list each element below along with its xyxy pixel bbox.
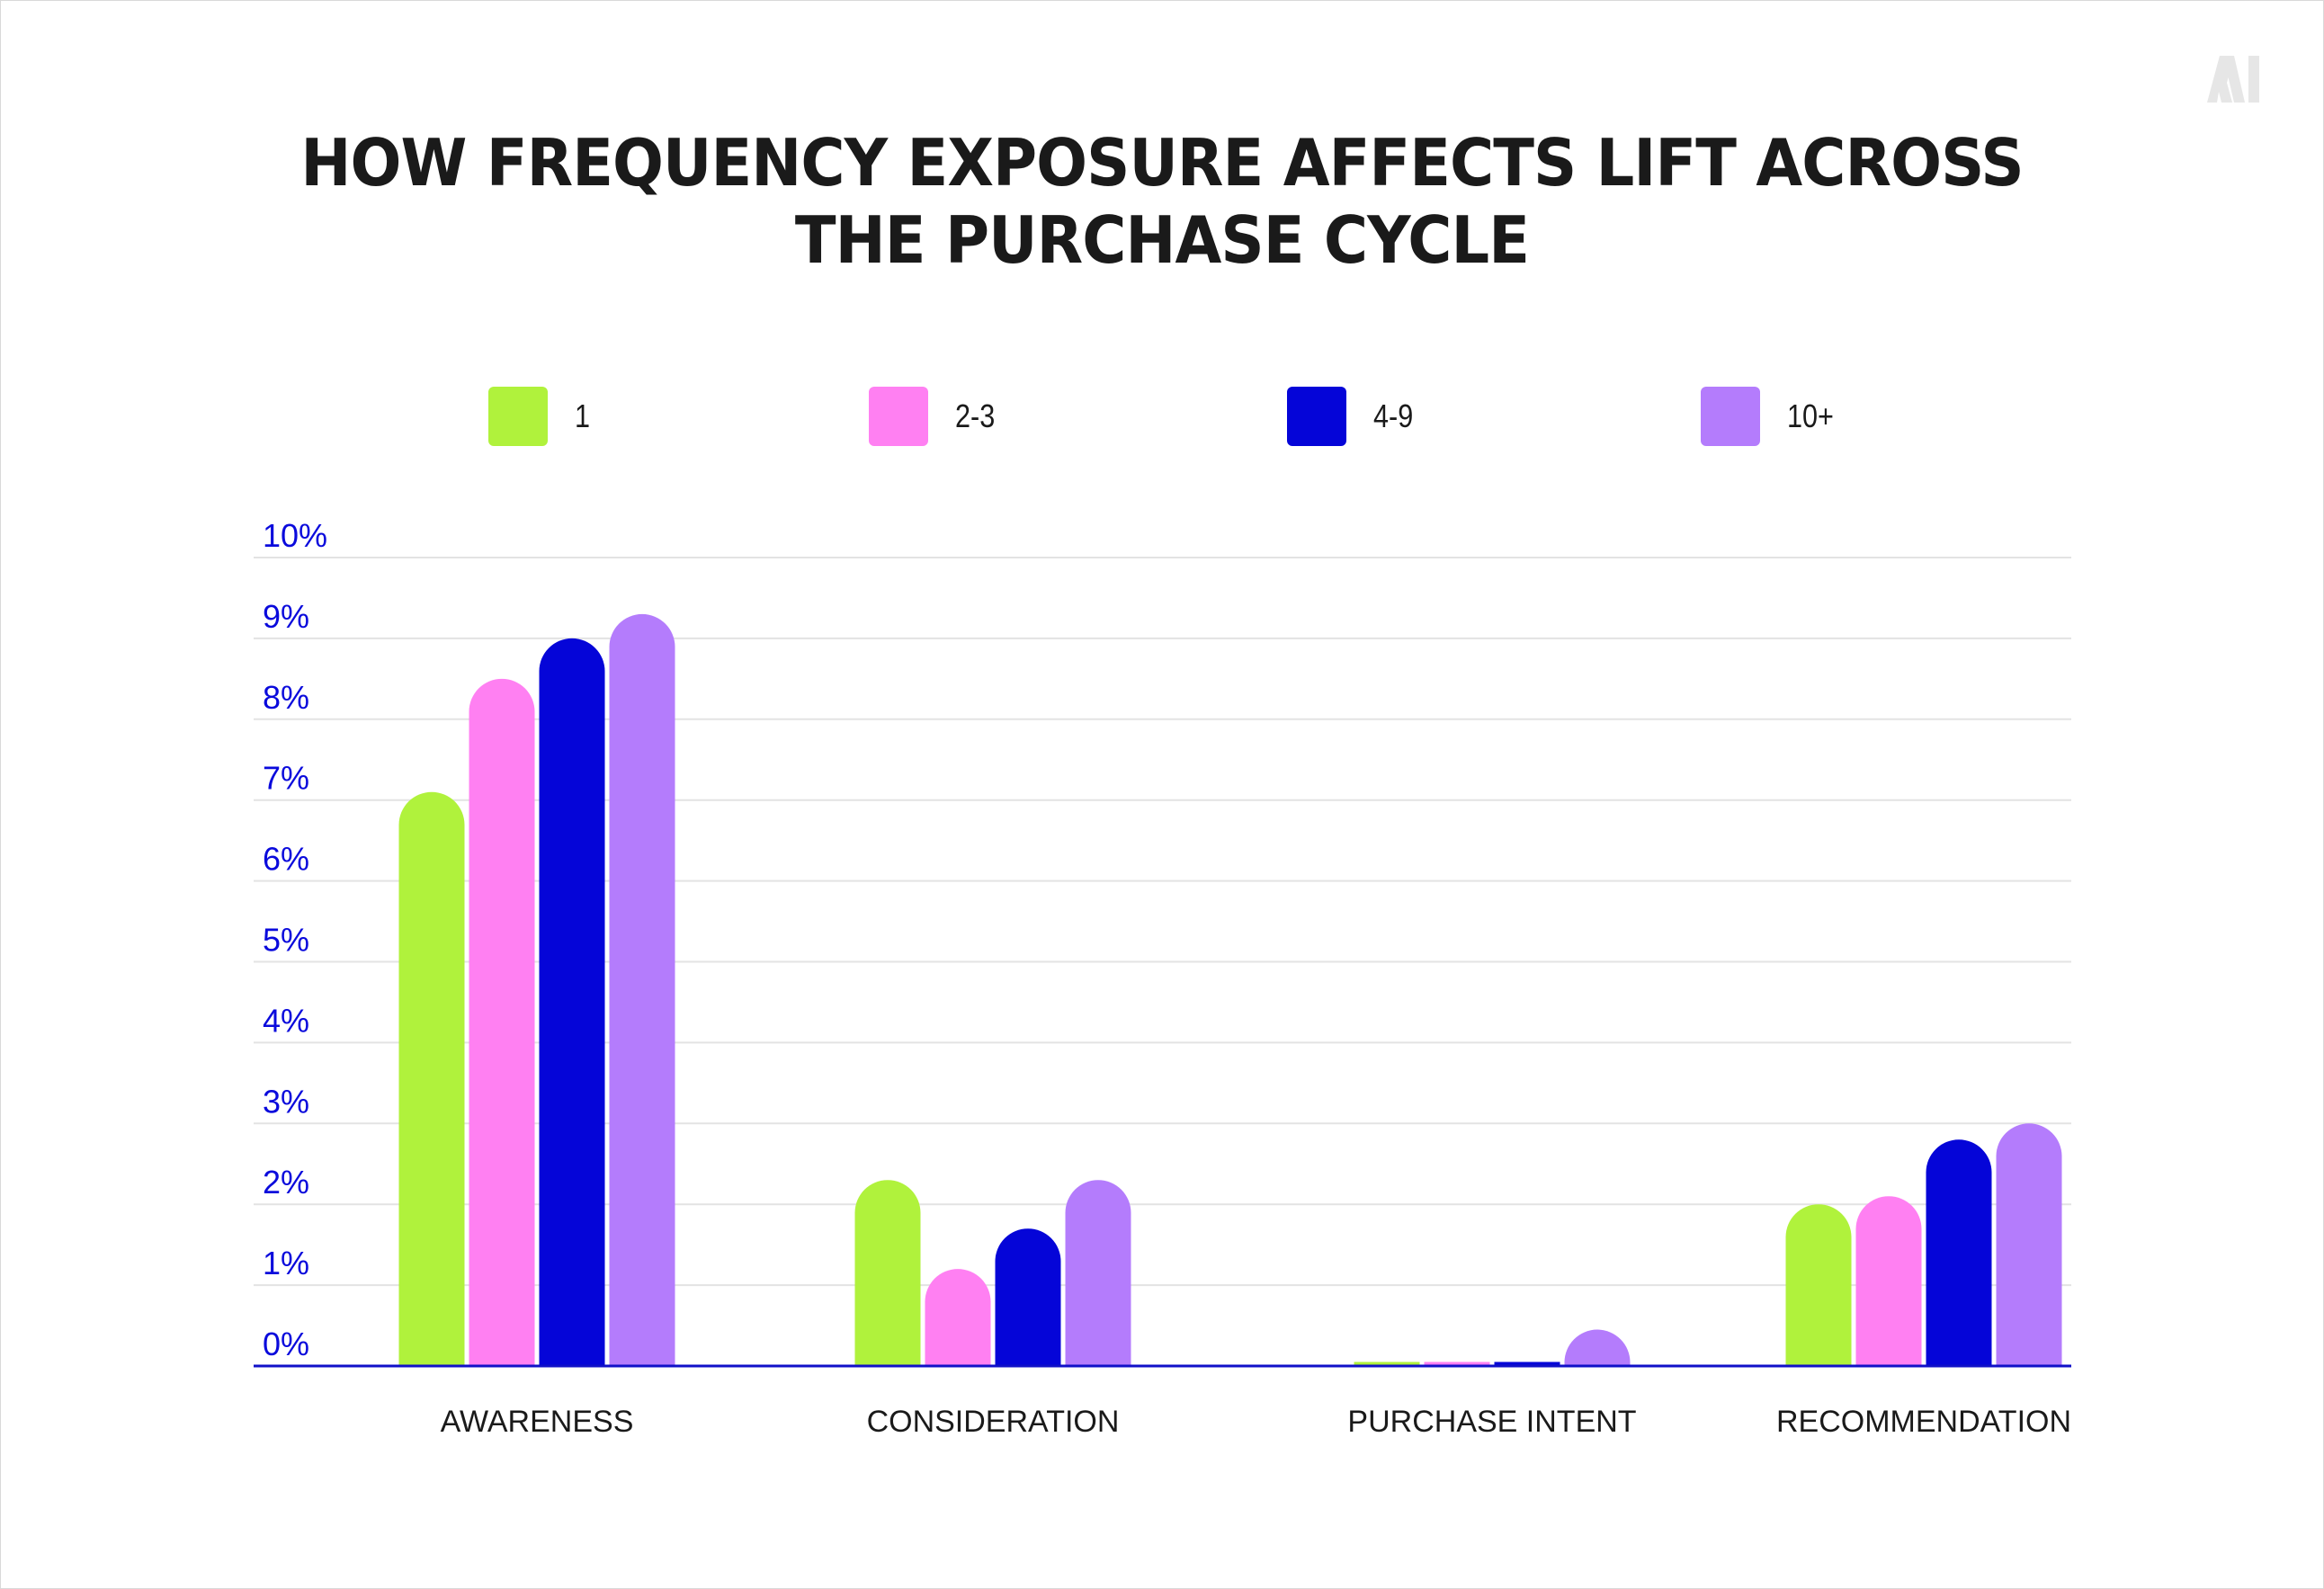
- legend-label-2-3: 2-3: [955, 397, 996, 434]
- bar-awareness-1: [398, 791, 465, 1366]
- bar-awareness-10-plus: [609, 613, 675, 1366]
- y-tick-label: 9%: [263, 598, 309, 635]
- bar-recommendation-1: [1785, 1204, 1852, 1366]
- legend-swatch-4-9: [1287, 387, 1346, 446]
- x-category-label: RECOMMENDATION: [1776, 1405, 2071, 1439]
- bar-consideration-2-3: [925, 1269, 991, 1366]
- bar-awareness-4-9: [539, 638, 605, 1366]
- chart-title-line-1: HOW FREQUENCY EXPOSURE AFFECTS LIFT ACRO…: [300, 125, 2024, 201]
- y-tick-label: 6%: [263, 841, 309, 878]
- y-tick-label: 2%: [263, 1164, 309, 1201]
- legend-item-4-9: 4-9: [1287, 387, 1420, 446]
- y-tick-label: 5%: [263, 922, 309, 959]
- x-category-label: CONSIDERATION: [867, 1405, 1120, 1439]
- legend-label-4-9: 4-9: [1373, 397, 1414, 434]
- bar-awareness-2-3: [469, 678, 535, 1366]
- bar-recommendation-4-9: [1926, 1139, 1992, 1366]
- bar-purchase-intent-10-plus: [1564, 1329, 1631, 1366]
- x-category-label: AWARENESS: [441, 1405, 634, 1439]
- legend-item-10-plus: 10+: [1701, 387, 1842, 446]
- bar-consideration-1: [854, 1180, 921, 1366]
- x-category-label: PURCHASE INTENT: [1347, 1405, 1636, 1439]
- y-tick-label: 0%: [263, 1326, 309, 1362]
- y-tick-label: 7%: [263, 760, 309, 797]
- y-tick-label: 8%: [263, 679, 309, 716]
- legend-label-10-plus: 10+: [1787, 397, 1834, 434]
- bar-recommendation-2-3: [1855, 1196, 1922, 1366]
- y-tick-label: 3%: [263, 1083, 309, 1120]
- brand-logo: [2207, 56, 2259, 103]
- bar-consideration-10-plus: [1065, 1180, 1131, 1366]
- bar-consideration-4-9: [995, 1228, 1061, 1366]
- legend-item-2-3: 2-3: [869, 387, 1002, 446]
- legend-swatch-10-plus: [1701, 387, 1760, 446]
- chart-title-line-2: THE PURCHASE CYCLE: [794, 202, 1530, 278]
- y-tick-label: 4%: [263, 1002, 309, 1039]
- legend-swatch-1: [488, 387, 548, 446]
- legend-label-1: 1: [575, 397, 591, 434]
- bar-recommendation-10-plus: [1996, 1123, 2062, 1366]
- chart-title: HOW FREQUENCY EXPOSURE AFFECTS LIFT ACRO…: [81, 124, 2242, 279]
- legend-swatch-2-3: [869, 387, 928, 446]
- y-tick-label: 10%: [263, 517, 327, 554]
- legend-item-1: 1: [488, 387, 593, 446]
- y-tick-label: 1%: [263, 1245, 309, 1281]
